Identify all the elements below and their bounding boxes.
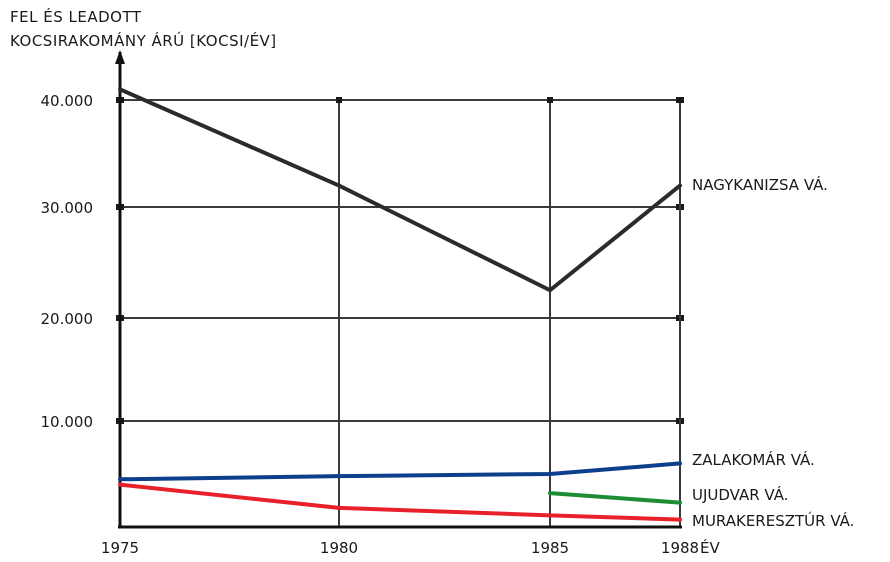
x-top-mark-3 bbox=[677, 97, 683, 103]
series-labels: NAGYKANIZSA VÁ. ZALAKOMÁR VÁ. UJUDVAR VÁ. M… bbox=[692, 175, 854, 530]
grid bbox=[116, 97, 684, 527]
axes bbox=[115, 50, 682, 529]
y-axis-title-line-1: FEL ÉS LEADOTT bbox=[10, 8, 142, 26]
series-label-3: MURAKERESZTÚR VÁ. bbox=[692, 511, 854, 530]
series-label-0: NAGYKANIZSA VÁ. bbox=[692, 175, 828, 194]
series-label-1: ZALAKOMÁR VÁ. bbox=[692, 450, 815, 469]
y-tick-label-2: 30.000 bbox=[41, 199, 94, 217]
tick-labels: 10.000 20.000 30.000 40.000 1975 1980 1985 1988… bbox=[41, 92, 721, 557]
y-tick-label-0: 10.000 bbox=[41, 413, 94, 431]
series-line-0 bbox=[118, 87, 682, 293]
y-tick-label-3: 40.000 bbox=[41, 92, 94, 110]
x-top-mark-2 bbox=[547, 97, 553, 103]
x-top-mark-1 bbox=[336, 97, 342, 103]
series-lines bbox=[118, 87, 682, 522]
x-tick-label-3: 1988 bbox=[661, 539, 699, 557]
y-axis-arrow bbox=[115, 50, 125, 64]
x-tick-label-0: 1975 bbox=[101, 539, 139, 557]
x-tick-label-2: 1985 bbox=[531, 539, 569, 557]
series-line-2 bbox=[548, 491, 682, 505]
y-tick-label-1: 20.000 bbox=[41, 310, 94, 328]
series-label-2: UJUDVAR VÁ. bbox=[692, 485, 789, 504]
series-line-3 bbox=[118, 482, 682, 522]
series-line-1 bbox=[118, 461, 682, 482]
x-axis-title: ÉV bbox=[700, 538, 720, 557]
y-axis-title-line-2: KOCSIRAKOMÁNY ÁRÚ [KOCSI/ÉV] bbox=[10, 32, 277, 50]
x-tick-label-1: 1980 bbox=[320, 539, 358, 557]
